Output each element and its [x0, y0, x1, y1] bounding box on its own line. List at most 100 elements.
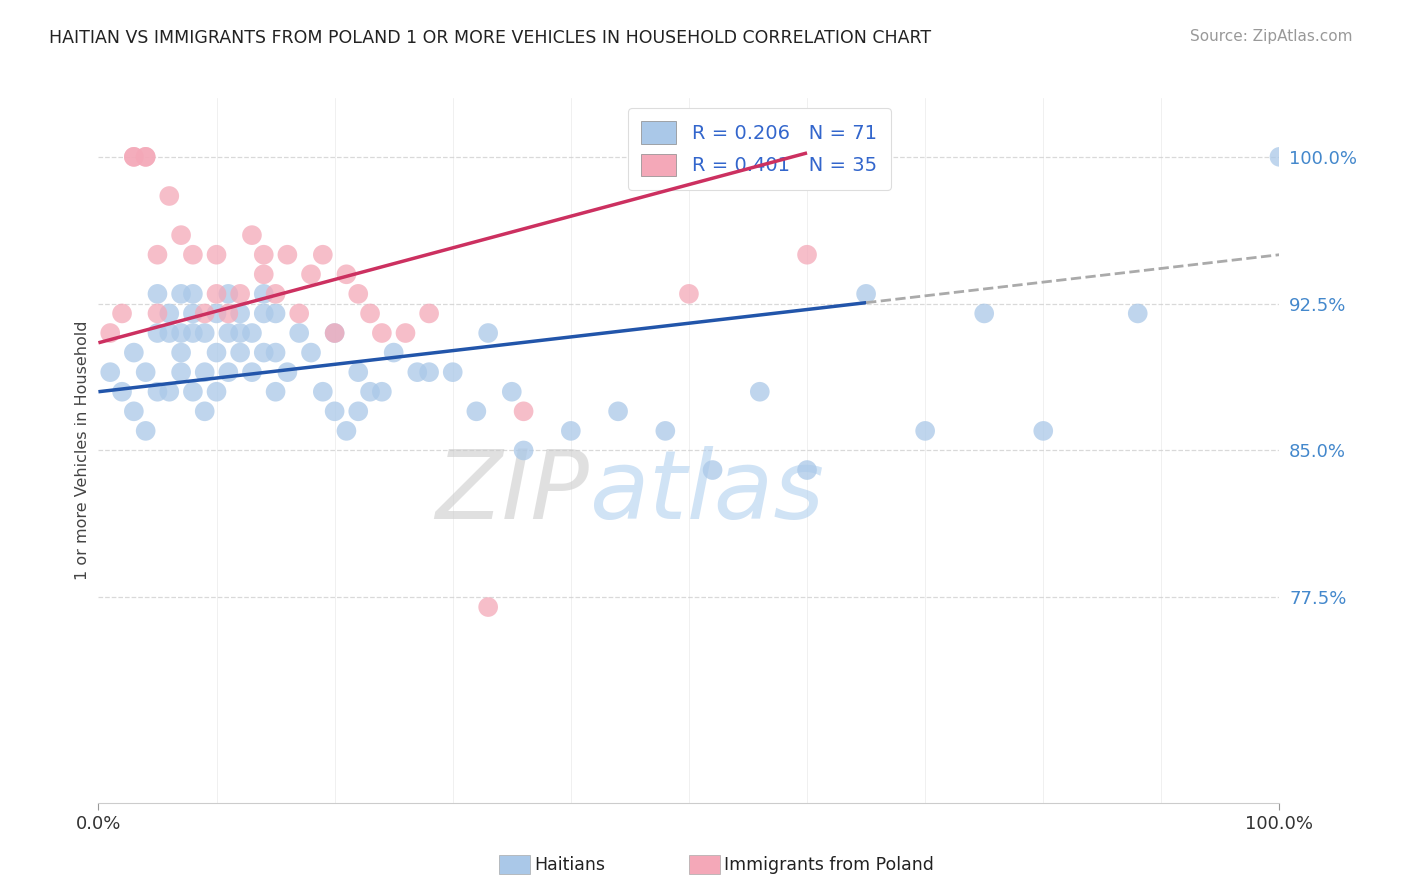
Point [181, 286, 204, 301]
Point [122, 345, 145, 359]
Point [253, 286, 276, 301]
Point [240, 228, 263, 243]
Point [146, 306, 169, 320]
Point [229, 306, 252, 320]
Point [253, 268, 276, 282]
Point [299, 268, 322, 282]
Point [394, 326, 416, 340]
Point [253, 345, 276, 359]
Point [1126, 306, 1149, 320]
Point [371, 326, 394, 340]
Point [855, 286, 877, 301]
Point [170, 365, 193, 379]
Point [382, 345, 405, 359]
Point [217, 326, 239, 340]
Point [229, 286, 252, 301]
Point [512, 443, 534, 458]
Point [973, 306, 995, 320]
Point [276, 365, 298, 379]
Text: atlas: atlas [589, 446, 824, 540]
Point [347, 365, 370, 379]
Point [205, 248, 228, 262]
Point [98, 326, 121, 340]
Point [98, 365, 121, 379]
Point [359, 384, 381, 399]
Text: Source: ZipAtlas.com: Source: ZipAtlas.com [1189, 29, 1353, 44]
Point [122, 150, 145, 164]
Point [748, 384, 770, 399]
Point [170, 286, 193, 301]
Point [170, 228, 193, 243]
Point [181, 384, 204, 399]
Point [146, 326, 169, 340]
Point [194, 365, 217, 379]
Point [157, 189, 180, 203]
Point [157, 326, 180, 340]
Point [229, 326, 252, 340]
Point [194, 404, 217, 418]
Point [181, 306, 204, 320]
Point [796, 248, 818, 262]
Point [229, 345, 252, 359]
Point [477, 326, 499, 340]
Point [146, 286, 169, 301]
Point [512, 404, 534, 418]
Point [312, 384, 335, 399]
Point [146, 248, 169, 262]
Point [253, 306, 276, 320]
Point [288, 306, 311, 320]
Point [135, 150, 157, 164]
Point [135, 424, 157, 438]
Point [217, 286, 239, 301]
Point [194, 326, 217, 340]
Text: Haitians: Haitians [534, 856, 605, 874]
Point [181, 326, 204, 340]
Point [1032, 424, 1054, 438]
Point [135, 150, 157, 164]
Point [371, 384, 394, 399]
Point [406, 365, 429, 379]
Point [323, 326, 346, 340]
Point [181, 248, 204, 262]
Point [335, 424, 357, 438]
Point [170, 326, 193, 340]
Point [217, 365, 239, 379]
Point [323, 326, 346, 340]
Point [323, 404, 346, 418]
Point [205, 345, 228, 359]
Point [678, 286, 700, 301]
Point [253, 248, 276, 262]
Point [240, 365, 263, 379]
Point [312, 248, 335, 262]
Point [205, 306, 228, 320]
Point [264, 384, 287, 399]
Point [122, 404, 145, 418]
Text: HAITIAN VS IMMIGRANTS FROM POLAND 1 OR MORE VEHICLES IN HOUSEHOLD CORRELATION CH: HAITIAN VS IMMIGRANTS FROM POLAND 1 OR M… [49, 29, 931, 46]
Point [205, 384, 228, 399]
Point [335, 268, 357, 282]
Point [465, 404, 488, 418]
Point [111, 306, 134, 320]
Point [194, 306, 217, 320]
Point [276, 248, 298, 262]
Point [122, 150, 145, 164]
Legend: R = 0.206   N = 71, R = 0.401   N = 35: R = 0.206 N = 71, R = 0.401 N = 35 [628, 108, 891, 190]
Point [796, 463, 818, 477]
Point [607, 404, 630, 418]
Point [264, 306, 287, 320]
Point [560, 424, 582, 438]
Point [501, 384, 523, 399]
Text: Immigrants from Poland: Immigrants from Poland [724, 856, 934, 874]
Point [347, 404, 370, 418]
Point [288, 326, 311, 340]
Point [1268, 150, 1291, 164]
Point [418, 365, 440, 379]
Point [135, 365, 157, 379]
Point [299, 345, 322, 359]
Point [146, 384, 169, 399]
Point [418, 306, 440, 320]
Text: ZIP: ZIP [434, 446, 589, 540]
Point [157, 306, 180, 320]
Point [347, 286, 370, 301]
Point [441, 365, 464, 379]
